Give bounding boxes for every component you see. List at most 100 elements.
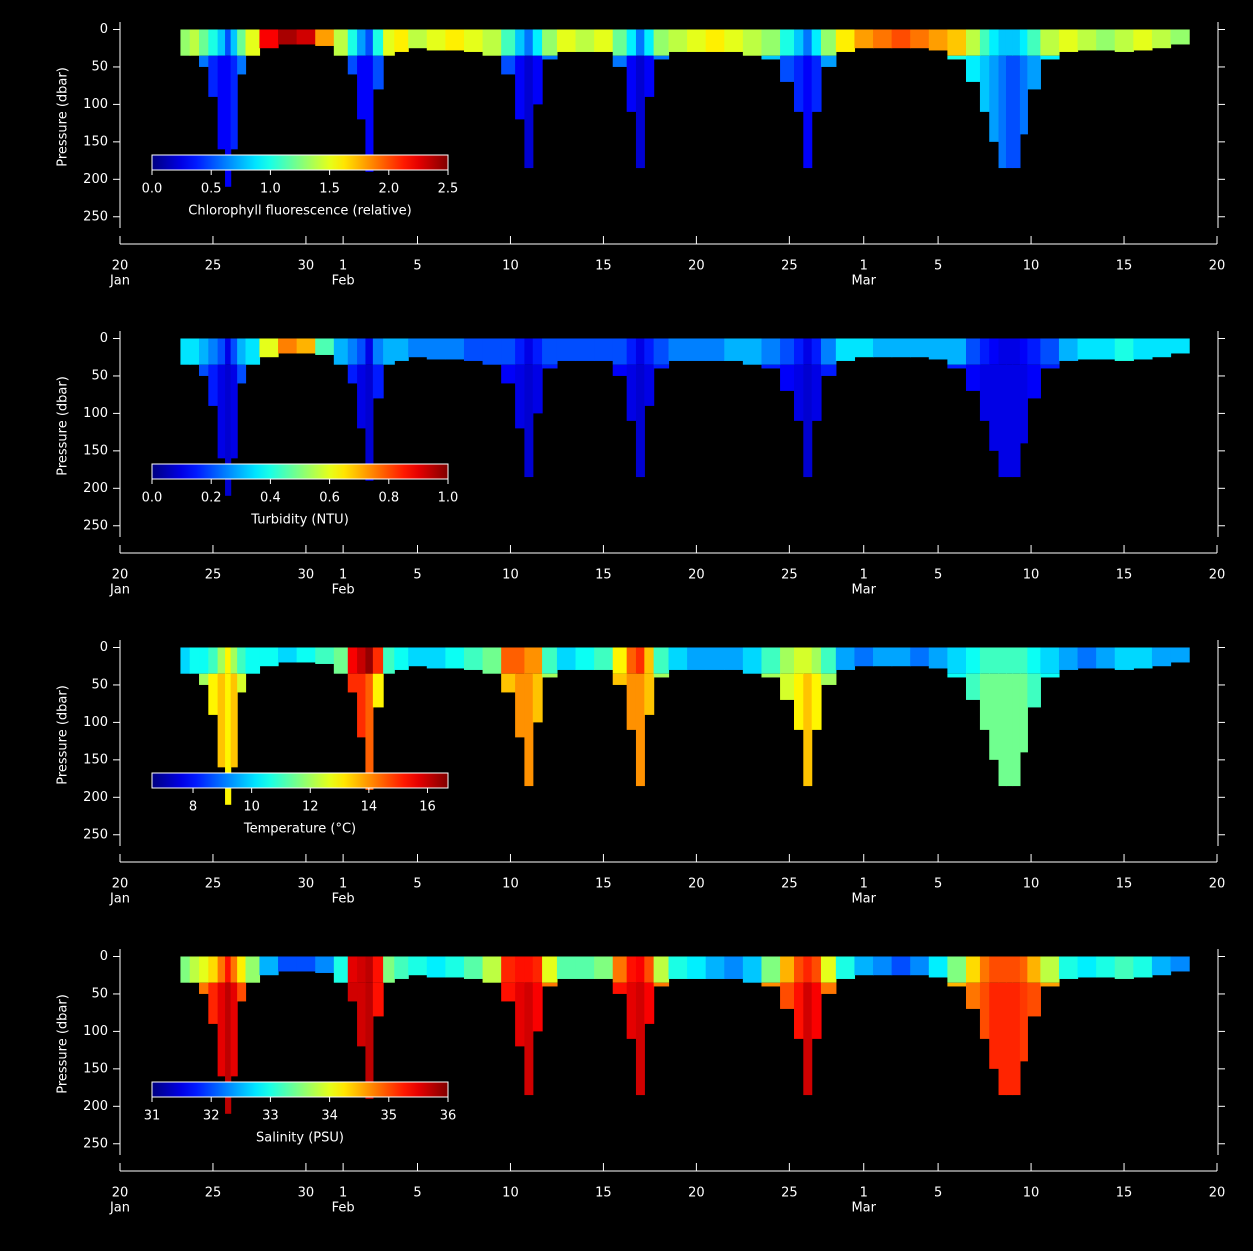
deep-cell xyxy=(365,982,374,1099)
surface-cell xyxy=(947,956,967,983)
surface-cell xyxy=(811,29,822,56)
surface-cell xyxy=(653,956,670,983)
deep-cell xyxy=(989,364,1000,451)
colorbar-tick-label: 16 xyxy=(419,800,436,815)
deep-cell xyxy=(501,982,516,1002)
x-tick-label: 25 xyxy=(781,1186,798,1201)
surface-cell xyxy=(296,338,316,354)
surface-cell xyxy=(612,956,628,983)
surface-cell xyxy=(979,29,990,56)
surface-cell xyxy=(998,956,1007,983)
colorbar-tick-label: 0.5 xyxy=(201,182,222,197)
surface-cell xyxy=(626,29,637,56)
x-tick-label: 25 xyxy=(205,877,222,892)
surface-cell xyxy=(245,647,261,674)
deep-cell xyxy=(372,982,384,1017)
deep-cell xyxy=(635,364,645,478)
surface-cell xyxy=(357,29,367,56)
surface-cell xyxy=(1040,956,1060,983)
colorbar-label: Chlorophyll fluorescence (relative) xyxy=(188,204,412,219)
surface-cell xyxy=(612,647,628,674)
surface-cell xyxy=(742,647,763,674)
x-tick-label: 1 xyxy=(860,1186,868,1201)
surface-cell xyxy=(259,647,279,667)
surface-cell xyxy=(803,338,813,365)
surface-cell xyxy=(199,647,209,674)
x-tick-label: 1 xyxy=(339,568,347,583)
deep-cell xyxy=(217,364,226,459)
x-tick-label: 25 xyxy=(781,568,798,583)
deep-cell xyxy=(1027,982,1041,1017)
surface-cell xyxy=(1019,647,1028,674)
deep-cell xyxy=(515,982,526,1047)
surface-cell xyxy=(333,29,349,56)
surface-cell xyxy=(820,647,837,674)
surface-cell xyxy=(1027,29,1041,56)
deep-cell xyxy=(998,982,1007,1096)
surface-cell xyxy=(199,956,209,983)
surface-cell xyxy=(482,338,502,365)
colorbar-tick-label: 32 xyxy=(203,1109,220,1124)
surface-cell xyxy=(365,338,374,365)
surface-cell xyxy=(463,647,484,670)
surface-cell xyxy=(189,647,200,674)
surface-cell xyxy=(1058,647,1079,670)
surface-cell xyxy=(1040,29,1060,56)
surface-cell xyxy=(668,647,688,670)
surface-cell xyxy=(482,956,502,983)
surface-cell xyxy=(524,647,534,674)
surface-cell xyxy=(208,647,219,674)
deep-cell xyxy=(372,55,384,90)
surface-cell xyxy=(854,338,874,358)
deep-cell xyxy=(780,364,795,391)
surface-cell xyxy=(383,647,395,674)
colorbar-tick-label: 2.5 xyxy=(438,182,459,197)
y-tick-label: 250 xyxy=(83,518,108,533)
surface-cell xyxy=(947,647,967,674)
surface-cell xyxy=(315,647,335,664)
deep-cell xyxy=(372,673,384,708)
deep-cell xyxy=(989,673,1000,760)
surface-cell xyxy=(979,338,990,365)
surface-cell xyxy=(928,956,948,978)
surface-cell xyxy=(542,956,558,983)
y-tick-label: 50 xyxy=(91,59,108,74)
deep-cell xyxy=(1005,673,1014,787)
surface-cell xyxy=(542,647,558,674)
surface-cell xyxy=(394,338,409,361)
x-tick-label: 15 xyxy=(595,259,612,274)
surface-cell xyxy=(811,956,822,983)
surface-cell xyxy=(780,338,795,365)
y-tick-label: 100 xyxy=(83,406,108,421)
surface-cell xyxy=(225,338,232,365)
surface-cell xyxy=(928,29,948,51)
x-tick-label: 20 xyxy=(688,568,705,583)
surface-cell xyxy=(1019,338,1028,365)
surface-cell xyxy=(1019,956,1028,983)
deep-cell xyxy=(237,55,247,75)
deep-cell xyxy=(794,364,804,421)
surface-cell xyxy=(189,338,200,365)
surface-cell xyxy=(820,338,837,365)
deep-cell xyxy=(217,673,226,768)
x-tick-label: 15 xyxy=(595,1186,612,1201)
surface-cell xyxy=(556,29,577,52)
surface-cell xyxy=(594,647,614,670)
surface-cell xyxy=(245,956,261,983)
surface-cell xyxy=(445,647,465,669)
colorbar-tick-label: 0.6 xyxy=(319,491,340,506)
surface-cell xyxy=(873,956,893,976)
colorbar-tick-label: 8 xyxy=(189,800,197,815)
x-tick-label: 25 xyxy=(205,1186,222,1201)
surface-cell xyxy=(644,29,655,56)
surface-cell xyxy=(426,956,446,978)
deep-cell xyxy=(524,364,534,478)
surface-cell xyxy=(278,647,298,663)
surface-cell xyxy=(594,29,614,52)
colorbar-tick-label: 10 xyxy=(243,800,260,815)
surface-cell xyxy=(1077,338,1097,360)
deep-cell xyxy=(237,982,247,1002)
x-tick-label: 15 xyxy=(1116,1186,1133,1201)
surface-cell xyxy=(1005,647,1014,674)
